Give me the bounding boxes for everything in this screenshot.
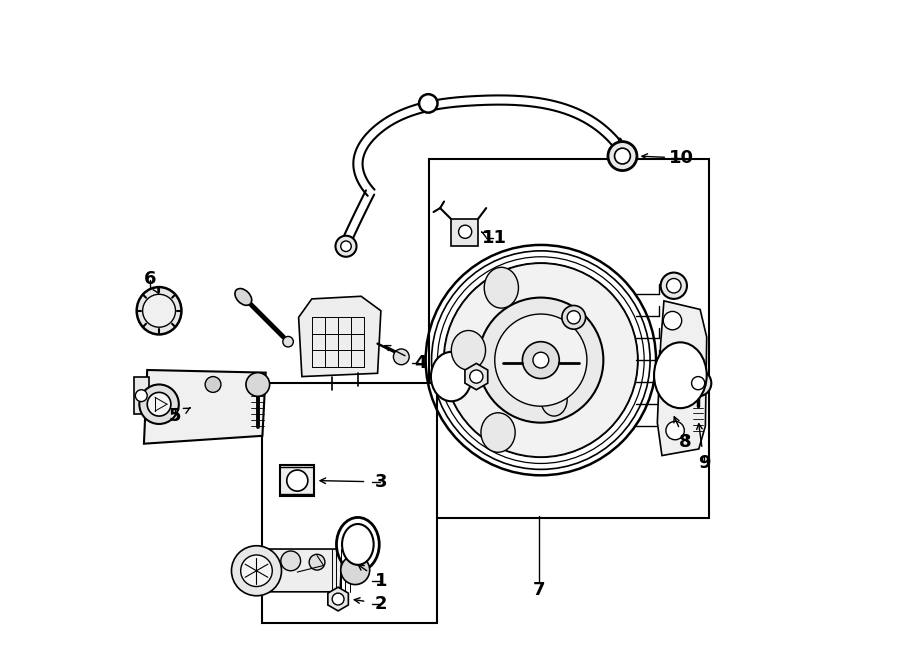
Ellipse shape [484,267,518,308]
Polygon shape [465,364,488,390]
Circle shape [142,294,176,327]
Circle shape [240,555,273,586]
Polygon shape [657,301,706,455]
Circle shape [667,278,681,293]
Bar [263,383,436,623]
Circle shape [281,551,301,570]
Polygon shape [259,549,342,592]
Polygon shape [144,370,266,444]
Circle shape [666,421,684,440]
Bar [280,465,314,496]
Text: 8: 8 [680,434,692,451]
Circle shape [341,241,351,252]
Circle shape [287,470,308,491]
Ellipse shape [654,342,706,408]
Text: 9: 9 [698,455,710,473]
Ellipse shape [451,330,485,370]
Circle shape [562,305,586,329]
Circle shape [615,148,630,164]
Circle shape [533,352,549,368]
Text: 6: 6 [144,270,156,288]
Ellipse shape [431,352,472,401]
Circle shape [663,311,681,330]
Circle shape [231,546,282,596]
Circle shape [459,225,472,239]
Circle shape [691,377,705,390]
Ellipse shape [137,287,182,334]
Text: 1: 1 [374,572,387,590]
Circle shape [341,556,370,584]
Bar [451,219,478,247]
Polygon shape [299,296,381,377]
Circle shape [470,370,483,383]
Text: 10: 10 [670,149,694,167]
Circle shape [567,311,580,324]
Circle shape [336,236,356,256]
Circle shape [393,349,410,365]
Ellipse shape [342,524,374,565]
Polygon shape [134,377,148,414]
Circle shape [661,272,687,299]
Bar [429,159,708,518]
Circle shape [148,393,171,416]
Polygon shape [328,587,348,611]
Circle shape [283,336,293,347]
Ellipse shape [435,356,468,397]
Text: 4: 4 [414,354,427,372]
Circle shape [309,555,325,570]
Ellipse shape [235,289,252,305]
Circle shape [332,593,344,605]
Circle shape [419,95,437,112]
Text: 3: 3 [374,473,387,491]
Text: 5: 5 [168,407,181,425]
Circle shape [205,377,220,393]
Text: 2: 2 [374,595,387,613]
Circle shape [608,141,637,171]
Circle shape [140,385,179,424]
Circle shape [522,342,559,379]
Text: 11: 11 [482,229,508,247]
Circle shape [135,390,148,402]
Circle shape [444,263,637,457]
Text: 7: 7 [533,582,545,600]
Ellipse shape [541,383,567,416]
Circle shape [478,297,603,422]
Ellipse shape [481,412,515,452]
Ellipse shape [337,518,379,571]
Circle shape [246,373,270,397]
Circle shape [495,314,587,407]
Circle shape [685,370,711,397]
